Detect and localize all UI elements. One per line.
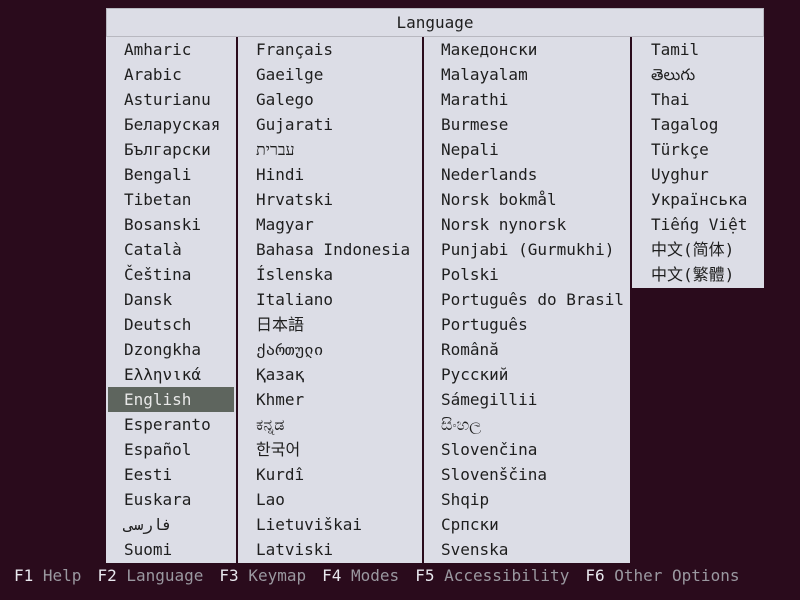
language-option[interactable]: Nederlands (441, 165, 538, 184)
language-option[interactable]: Tagalog (651, 115, 719, 134)
language-column-3: Македонски Malayalam Marathi Burmese Nepali N… (424, 37, 632, 563)
function-key: F1 (14, 566, 34, 585)
language-option[interactable]: Español (124, 440, 192, 459)
function-key: F4 (322, 566, 342, 585)
language-option[interactable]: Deutsch (124, 315, 192, 334)
language-option[interactable]: Nepali (441, 140, 499, 159)
language-option[interactable]: Polski (441, 265, 499, 284)
language-option[interactable]: Bengali (124, 165, 192, 184)
language-option[interactable]: 日本語 (256, 315, 305, 334)
language-dialog: Language Amharic Arabic Asturianu Беларуска… (106, 8, 764, 563)
language-option[interactable]: فارسی (124, 515, 173, 534)
language-option[interactable]: Dansk (124, 290, 173, 309)
language-option[interactable]: Uyghur (651, 165, 709, 184)
language-option[interactable]: Български (124, 140, 211, 159)
language-option[interactable]: Kurdî (256, 465, 305, 484)
language-option[interactable]: Norsk bokmål (441, 190, 557, 209)
language-option[interactable]: Magyar (256, 215, 314, 234)
language-option[interactable]: Italiano (256, 290, 334, 309)
language-option[interactable]: Bosanski (124, 215, 202, 234)
footer-f5-item[interactable]: F5 Accessibility (415, 566, 569, 585)
language-option[interactable]: Tiếng Việt (651, 215, 748, 234)
language-option[interactable]: Македонски (441, 40, 538, 59)
language-option[interactable]: Türkçe (651, 140, 709, 159)
language-option[interactable]: 中文(繁體) (651, 265, 735, 284)
footer-f3-item[interactable]: F3 Keymap (219, 566, 306, 585)
language-option[interactable]: 中文(简体) (651, 240, 735, 259)
language-option[interactable]: Português do Brasil (441, 290, 625, 309)
language-option[interactable]: Lao (256, 490, 285, 509)
language-option[interactable]: Português (441, 315, 528, 334)
language-option[interactable]: Català (124, 240, 182, 259)
language-option[interactable]: Marathi (441, 90, 509, 109)
function-key: F2 (97, 566, 117, 585)
language-option[interactable]: Tamil (651, 40, 700, 59)
language-option[interactable]: ქართული (256, 340, 324, 359)
function-key-bar: F1 Help F2 Language F3 Keymap F4 Modes F5 Ac… (14, 564, 755, 588)
language-option[interactable]: Esperanto (124, 415, 211, 434)
language-option[interactable]: Asturianu (124, 90, 211, 109)
footer-f1-item[interactable]: F1 Help (14, 566, 81, 585)
language-option[interactable]: 한국어 (256, 440, 301, 459)
function-key-label: Language (126, 566, 204, 585)
language-option[interactable]: Română (441, 340, 499, 359)
language-option[interactable]: Burmese (441, 115, 509, 134)
language-option[interactable]: Gujarati (256, 115, 334, 134)
language-option[interactable]: Беларуская (124, 115, 221, 134)
language-option[interactable]: Svenska (441, 540, 509, 559)
language-option[interactable]: Thai (651, 90, 690, 109)
language-option[interactable]: සිංහල (441, 415, 482, 434)
language-option[interactable]: Arabic (124, 65, 182, 84)
language-option[interactable]: Khmer (256, 390, 305, 409)
language-option[interactable]: Hrvatski (256, 190, 334, 209)
language-option[interactable]: עברית (256, 140, 295, 159)
language-option[interactable]: Ελληνικά (124, 365, 202, 384)
language-option[interactable]: Қазақ (256, 365, 305, 384)
function-key-label: Accessibility (444, 566, 570, 585)
language-option[interactable]: Galego (256, 90, 314, 109)
function-key-label: Keymap (248, 566, 307, 585)
language-option[interactable]: Íslenska (256, 265, 334, 284)
language-option[interactable]: ಕನ್ನಡ (256, 415, 285, 434)
language-column-4: Tamil తెలుగు Thai Tagalog Türkçe Uyghur Україн… (632, 37, 764, 288)
function-key-label: Modes (351, 566, 400, 585)
language-option[interactable]: Українська (651, 190, 748, 209)
footer-f2-item[interactable]: F2 Language (97, 566, 203, 585)
language-option[interactable]: Lietuviškai (256, 515, 362, 534)
language-option[interactable]: Suomi (124, 540, 173, 559)
language-option[interactable]: Amharic (124, 40, 192, 59)
function-key-label: Other Options (614, 566, 740, 585)
language-option[interactable]: Shqip (441, 490, 490, 509)
function-key-label: Help (42, 566, 82, 585)
language-column-2: Français Gaeilge Galego Gujarati עברית Hindi H… (238, 37, 424, 563)
language-option[interactable]: Čeština (124, 265, 192, 284)
language-option[interactable]: Norsk nynorsk (441, 215, 567, 234)
language-option[interactable]: Latviski (256, 540, 334, 559)
language-option[interactable]: English (108, 387, 234, 412)
language-option[interactable]: Tibetan (124, 190, 192, 209)
language-column-1: Amharic Arabic Asturianu Беларуская Българск… (106, 37, 238, 563)
language-option[interactable]: Hindi (256, 165, 305, 184)
language-option[interactable]: Punjabi (Gurmukhi) (441, 240, 615, 259)
footer-f4-item[interactable]: F4 Modes (322, 566, 399, 585)
language-option[interactable]: Slovenčina (441, 440, 538, 459)
language-option[interactable]: Malayalam (441, 65, 528, 84)
language-option[interactable]: Српски (441, 515, 499, 534)
language-option[interactable]: Bahasa Indonesia (256, 240, 411, 259)
language-option[interactable]: Euskara (124, 490, 192, 509)
function-key: F6 (585, 566, 605, 585)
dialog-title: Language (106, 8, 764, 37)
language-option[interactable]: Dzongkha (124, 340, 202, 359)
language-option[interactable]: Sámegillii (441, 390, 538, 409)
function-key: F3 (219, 566, 239, 585)
language-option[interactable]: తెలుగు (651, 65, 696, 84)
language-option[interactable]: Slovenščina (441, 465, 547, 484)
language-option[interactable]: Français (256, 40, 334, 59)
language-option[interactable]: Русский (441, 365, 509, 384)
function-key: F5 (415, 566, 435, 585)
language-option[interactable]: Gaeilge (256, 65, 324, 84)
language-option[interactable]: Eesti (124, 465, 173, 484)
footer-f6-item[interactable]: F6 Other Options (585, 566, 739, 585)
